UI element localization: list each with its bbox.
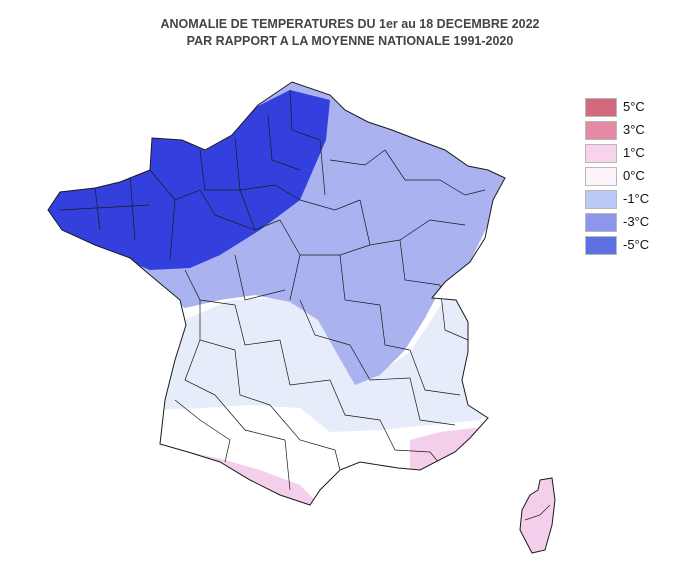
title-line-2: PAR RAPPORT A LA MOYENNE NATIONALE 1991-…	[186, 34, 514, 48]
legend-item: -1°C	[585, 188, 685, 211]
legend-swatch	[585, 98, 617, 117]
department-borders	[59, 89, 486, 491]
map-title: ANOMALIE DE TEMPERATURES DU 1er au 18 DE…	[0, 16, 690, 50]
legend-swatch	[585, 121, 617, 140]
legend-label: -3°C	[623, 214, 650, 229]
legend-item: -3°C	[585, 211, 685, 234]
corsica-department-border	[524, 504, 551, 521]
legend-label: 3°C	[623, 122, 645, 137]
legend-swatch	[585, 190, 617, 209]
legend-label: 0°C	[623, 168, 645, 183]
legend: 5°C 3°C 1°C 0°C -1°C -3°C -5°C	[585, 96, 685, 257]
legend-item: 0°C	[585, 165, 685, 188]
legend-item: 3°C	[585, 119, 685, 142]
strong-cold-zone	[48, 90, 330, 270]
legend-swatch	[585, 236, 617, 255]
legend-label: 1°C	[623, 145, 645, 160]
legend-label: -1°C	[623, 191, 650, 206]
legend-item: 5°C	[585, 96, 685, 119]
legend-label: -5°C	[623, 237, 650, 252]
legend-swatch	[585, 144, 617, 163]
legend-label: 5°C	[623, 99, 645, 114]
legend-item: -5°C	[585, 234, 685, 257]
title-line-1: ANOMALIE DE TEMPERATURES DU 1er au 18 DE…	[160, 17, 540, 31]
legend-swatch	[585, 167, 617, 186]
legend-swatch	[585, 213, 617, 232]
slight-cold-zone	[140, 298, 500, 432]
legend-item: 1°C	[585, 142, 685, 165]
